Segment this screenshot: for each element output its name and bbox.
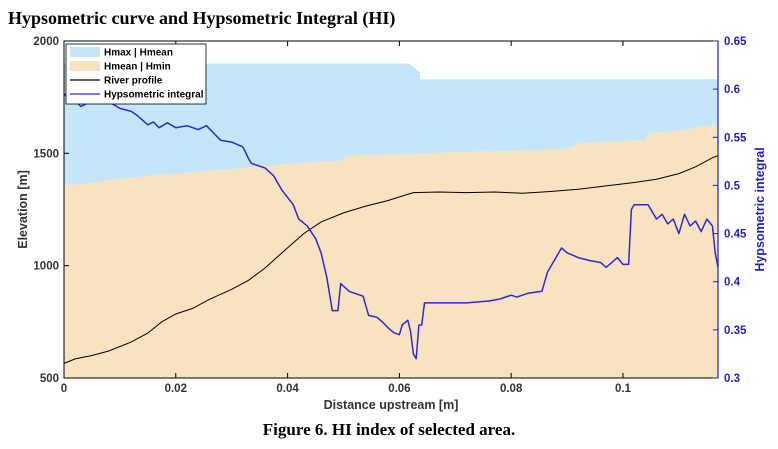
- x-axis-label: Distance upstream [m]: [324, 398, 459, 412]
- y-tick-label: 1000: [33, 261, 59, 273]
- hmean-hmin-area: [64, 125, 718, 378]
- y2-tick-label: 0.4: [724, 277, 741, 289]
- page-title: Hypsometric curve and Hypsometric Integr…: [8, 8, 396, 28]
- x-tick-label: 0.08: [500, 383, 523, 395]
- river-profile-line: [63, 155, 719, 364]
- figure-caption: Figure 6. HI index of selected area.: [262, 420, 516, 439]
- x-tick-label: 0.02: [165, 383, 187, 395]
- y2-tick-label: 0.5: [724, 180, 741, 192]
- y-axis-label: Elevation [m]: [16, 170, 30, 249]
- y2-tick-label: 0.3: [724, 373, 740, 385]
- x-tick-label: 0.06: [388, 383, 410, 395]
- y-tick-label: 500: [40, 373, 59, 385]
- y-tick-label: 1500: [33, 148, 59, 160]
- area-layer: [64, 63, 718, 378]
- y2-tick-label: 0.6: [724, 84, 740, 96]
- legend-label: Hypsometric integral: [104, 90, 204, 101]
- hmax-hmean-area: [64, 63, 718, 185]
- x-axis: 0 0.02 0.04 0.06 0.08 0.1: [61, 41, 632, 395]
- legend-label: Hmax | Hmean: [104, 48, 173, 59]
- hypsometric-integral-line: [63, 93, 719, 360]
- y2-tick-label: 0.35: [724, 325, 747, 337]
- y2-axis-label: Hypsometric integral: [753, 147, 767, 271]
- y2-tick-label: 0.55: [724, 132, 747, 144]
- y-tick-label: 2000: [33, 36, 59, 48]
- legend: Hmax | Hmean Hmean | Hmin River profile Hyp…: [65, 43, 207, 105]
- x-tick-label: 0: [61, 383, 67, 395]
- y2-tick-label: 0.65: [724, 36, 747, 48]
- legend-swatch: [70, 47, 100, 57]
- legend-label: Hmean | Hmin: [104, 62, 171, 73]
- legend-swatch: [70, 61, 100, 71]
- y-axis-right: 0.3 0.35 0.4 0.45 0.5 0.55 0.6 0.65: [713, 36, 747, 385]
- line-layer: [63, 93, 719, 364]
- x-tick-label: 0.1: [615, 383, 632, 395]
- x-tick-label: 0.04: [276, 383, 299, 395]
- y2-tick-label: 0.45: [724, 229, 747, 241]
- legend-label: River profile: [104, 76, 163, 87]
- y-axis-left: 500 1000 1500 2000: [33, 36, 69, 385]
